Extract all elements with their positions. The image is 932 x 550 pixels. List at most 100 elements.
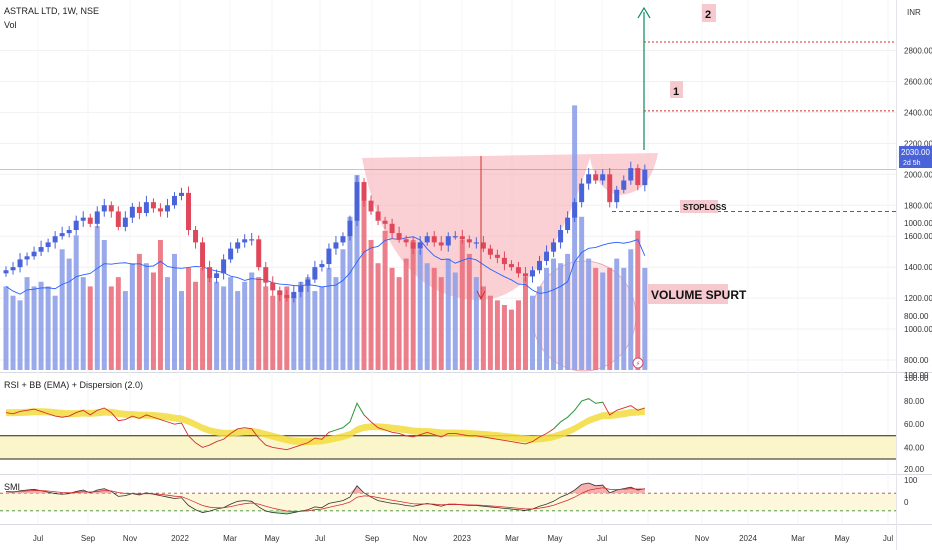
volume-bar — [263, 286, 269, 370]
candle-body — [221, 259, 227, 274]
volume-bar — [186, 267, 192, 370]
volume-bar — [417, 249, 423, 370]
candle-body — [586, 174, 592, 184]
volume-bar — [150, 272, 156, 370]
volume-bar — [607, 267, 613, 370]
volume-bar — [333, 277, 339, 370]
candle-body — [572, 202, 578, 218]
price-tick-label: 2000.00 — [904, 170, 932, 179]
candle-body — [628, 168, 634, 181]
volume-bar — [586, 258, 592, 370]
time-tick-label: May — [547, 534, 562, 543]
time-tick-label: May — [834, 534, 849, 543]
volume-bar — [157, 240, 163, 370]
rsi-overbought-segment — [328, 402, 365, 433]
volume-bar — [305, 277, 311, 370]
volume-bar — [565, 253, 571, 370]
volume-bar — [445, 258, 451, 370]
candle-body — [565, 217, 571, 231]
candle-body — [579, 183, 585, 203]
rsi-line — [5, 398, 645, 451]
volume-bar — [494, 300, 500, 370]
volume-bar — [164, 277, 170, 370]
volume-spurt-tag — [648, 284, 728, 304]
candle-body — [403, 239, 409, 243]
volume-spurt-label: VOLUME SPURT — [651, 288, 747, 302]
smi-fill-pos — [574, 484, 582, 494]
price-badge-value: 2030.00 — [901, 148, 930, 157]
candle-body — [164, 205, 170, 212]
candle-body — [396, 233, 402, 240]
depth-arrow-head — [476, 290, 486, 301]
volume-bar — [403, 258, 409, 370]
volume-bar — [438, 277, 444, 370]
candle-body — [298, 285, 304, 292]
volume-bar — [179, 291, 184, 370]
volume-bar — [424, 263, 430, 370]
smi-fill-pos — [349, 485, 357, 494]
candle-body — [235, 242, 241, 249]
candle-body — [530, 270, 535, 277]
rsi-tick-label: 40.00 — [904, 443, 925, 452]
volume-tick-label: 800.00 — [904, 312, 929, 321]
candle-body — [424, 236, 430, 243]
volume-bar — [558, 263, 564, 370]
smi-fill-neg — [195, 510, 203, 513]
time-tick-label: Jul — [315, 534, 325, 543]
rsi-tick-label: 20.00 — [904, 465, 925, 474]
candle-body — [66, 230, 72, 234]
candle-body — [621, 180, 627, 190]
volume-bar — [143, 263, 149, 370]
candle-body — [101, 205, 107, 212]
rsi-title: RSI + BB (EMA) + Dispersion (2.0) — [4, 380, 143, 390]
volume-bar — [487, 295, 493, 370]
candle-body — [10, 267, 16, 271]
candle-body — [480, 242, 486, 249]
candle-body — [249, 239, 255, 241]
candle-body — [87, 217, 93, 224]
candle-body — [312, 267, 318, 280]
time-tick-label: Mar — [505, 534, 519, 543]
candle-body — [487, 248, 493, 255]
candle-body — [382, 220, 388, 224]
price-badge-countdown: 2d 5h — [903, 160, 921, 167]
volume-bar — [66, 258, 72, 370]
candle-body — [214, 273, 220, 278]
time-tick-label: 2024 — [739, 534, 757, 543]
volume-bar — [221, 286, 227, 370]
candle-body — [333, 242, 339, 249]
candle-body — [186, 192, 192, 231]
candle-body — [593, 174, 599, 181]
volume-ma-line — [5, 236, 646, 295]
volume-label: Vol — [4, 20, 17, 30]
candle-body — [466, 239, 472, 243]
time-axis: Jul Sep Nov 2022 Mar May Jul Sep Nov 2023 Mar May Ju… — [33, 534, 893, 543]
volume-bar — [31, 286, 37, 370]
volume-bar — [515, 300, 521, 370]
candle-body — [143, 202, 149, 213]
candle-body — [459, 236, 465, 240]
volume-bar — [600, 272, 606, 370]
candle-body — [193, 230, 199, 243]
candle-body — [558, 230, 564, 243]
volume-bar — [24, 277, 30, 370]
candle-body — [445, 236, 451, 246]
candle-body — [494, 254, 500, 258]
candle-body — [136, 206, 142, 213]
rsi-panel: 20.00 40.00 60.00 80.00 100.00 — [0, 374, 929, 474]
volume-bar — [249, 272, 255, 370]
volume-bar — [319, 286, 325, 370]
volume-bar — [115, 277, 121, 370]
volume-bar — [431, 267, 437, 370]
volume-bar — [530, 295, 535, 370]
time-tick-label: Jul — [597, 534, 607, 543]
price-tick-label: 800.00 — [904, 356, 929, 365]
candle-body — [635, 168, 641, 186]
time-tick-label: Sep — [641, 534, 656, 543]
volume-bar — [270, 295, 276, 370]
smi-fill-pos — [588, 482, 596, 494]
candle-body — [94, 211, 100, 224]
time-tick-label: Mar — [223, 534, 237, 543]
candle-body — [24, 256, 30, 260]
